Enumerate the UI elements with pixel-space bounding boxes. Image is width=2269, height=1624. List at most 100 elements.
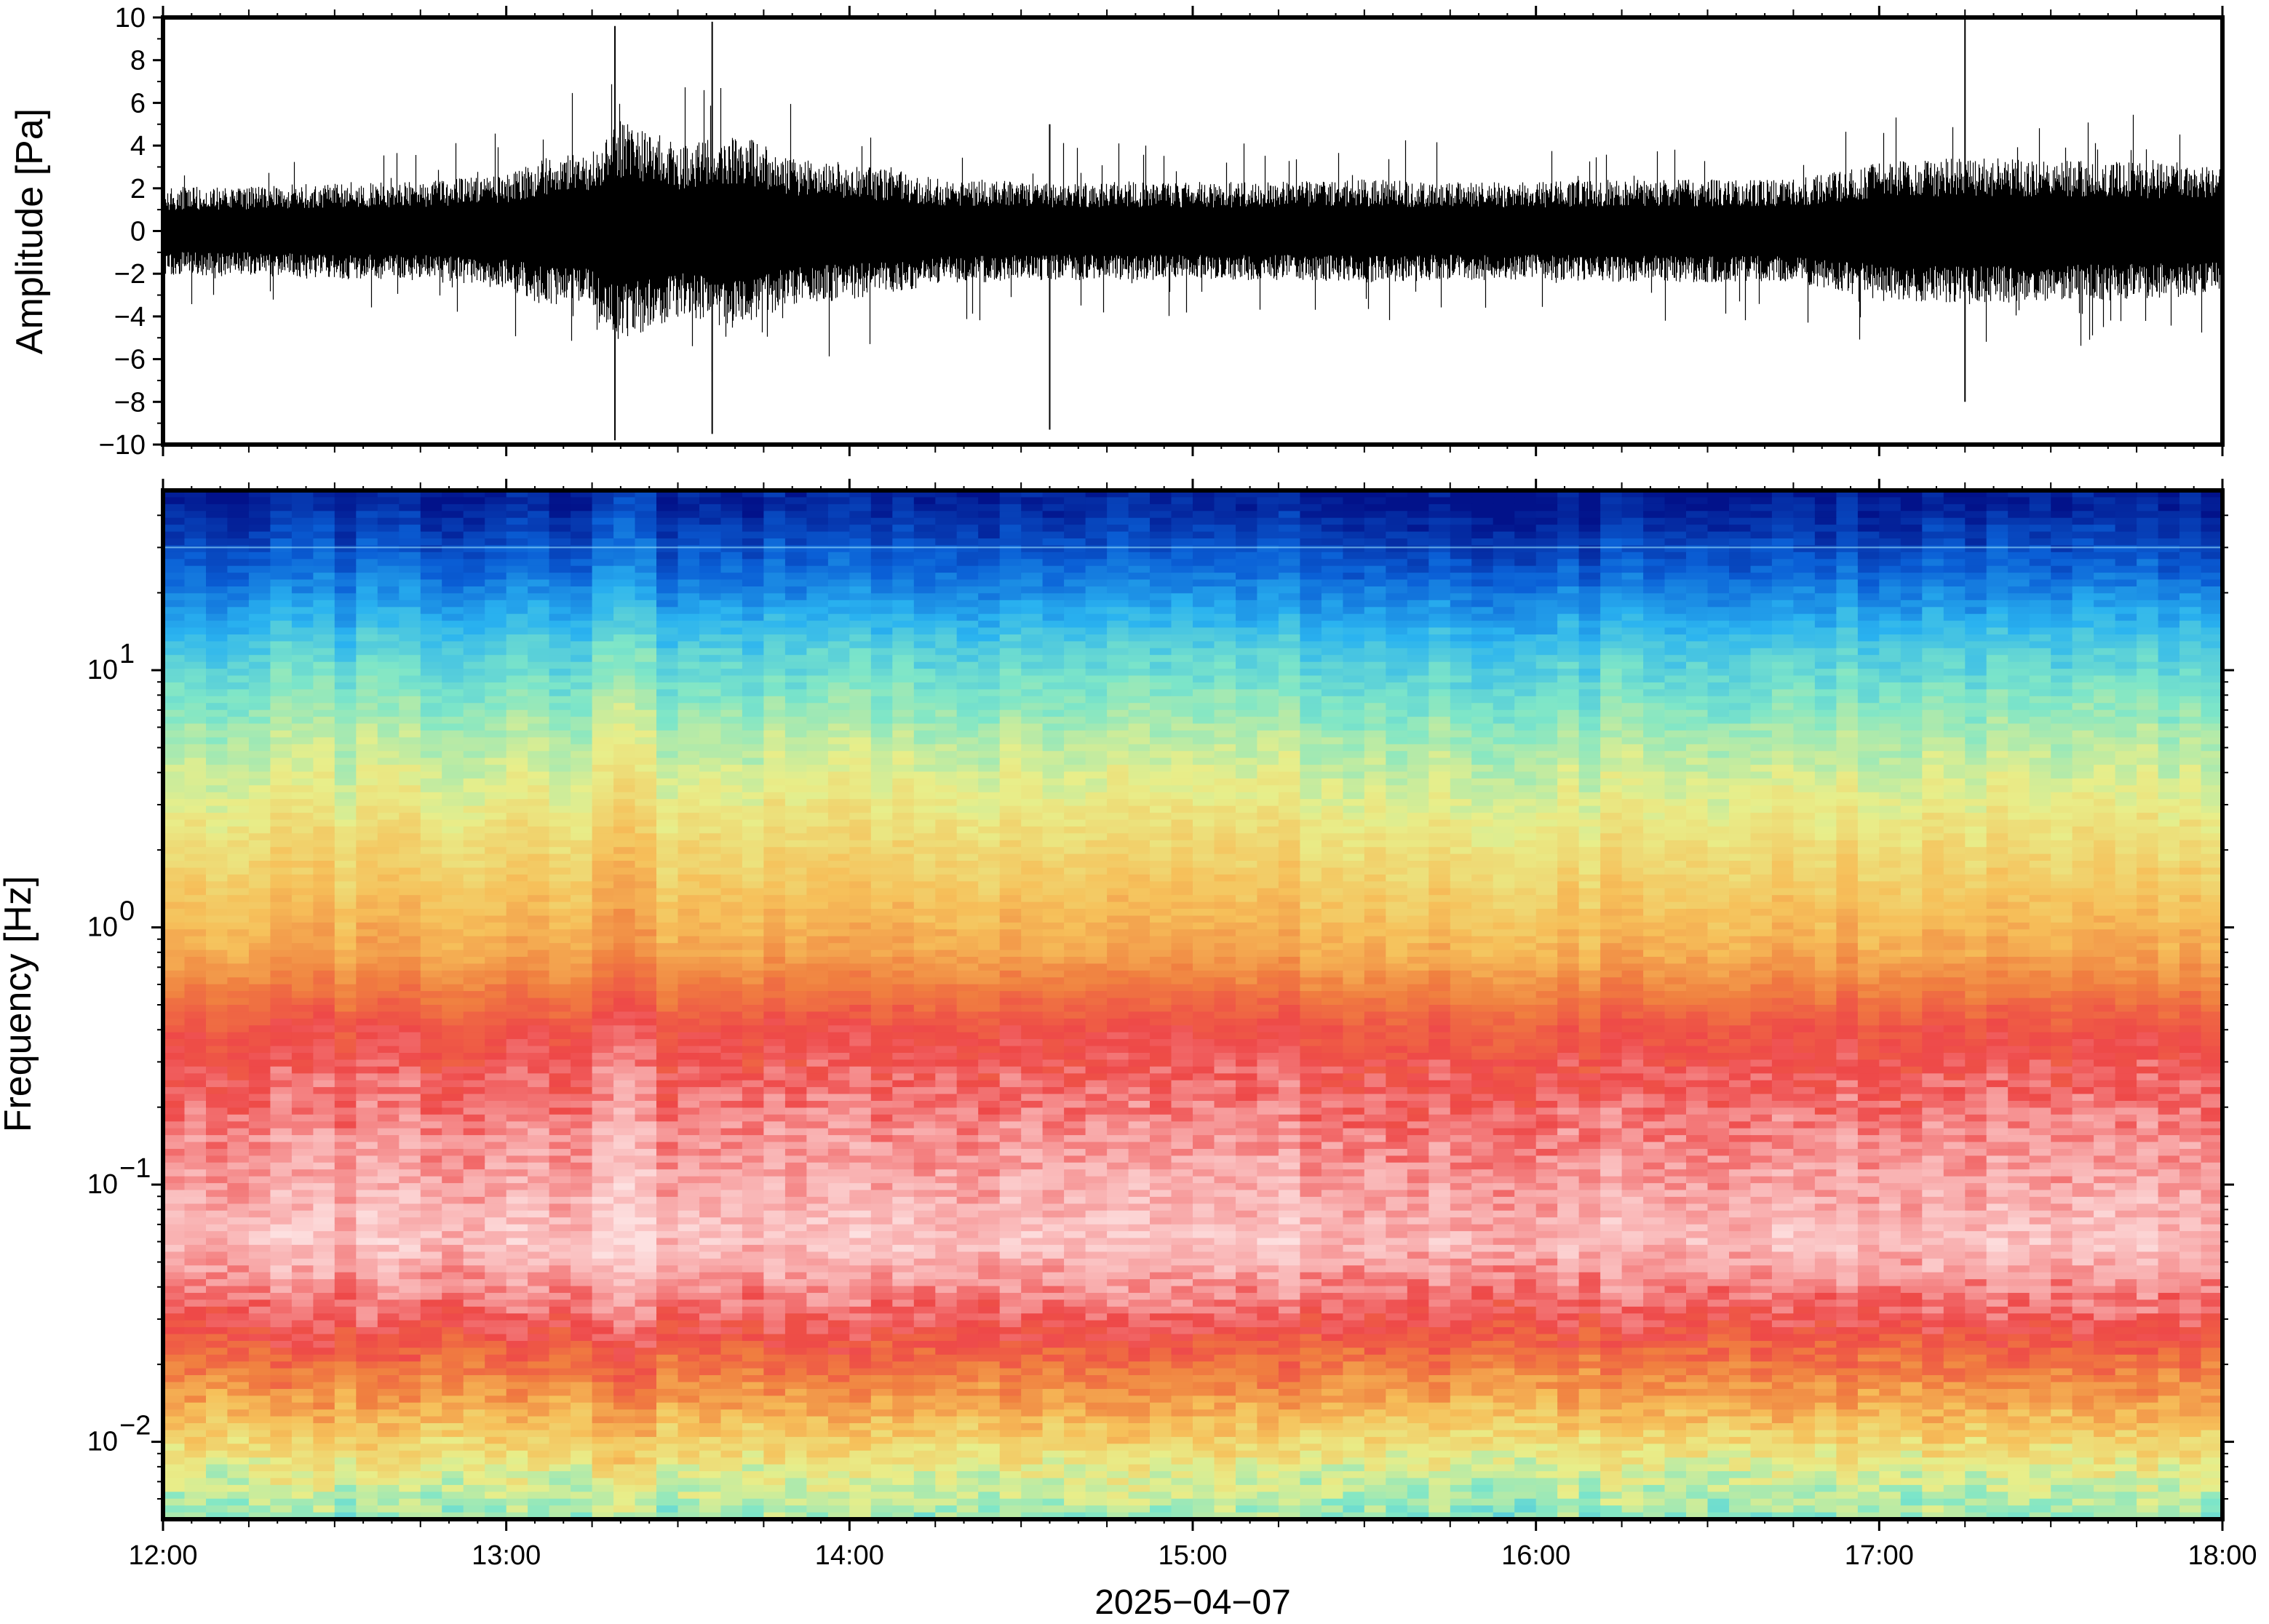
spectrogram-cell [827,765,851,773]
spectrogram-cell [2158,826,2180,835]
spectrogram-cell [1793,648,1816,656]
spectrogram-cell [1300,826,1322,835]
spectrogram-cell [806,792,829,800]
spectrogram-cell [1750,641,1773,649]
spectrogram-cell [870,819,894,827]
spectrogram-cell [763,771,786,779]
spectrogram-cell [913,531,937,539]
spectrogram-cell [399,613,421,621]
spectrogram-cell [1321,621,1344,629]
spectrogram-cell [1793,655,1816,663]
spectrogram-cell [592,703,614,711]
spectrogram-cell [1514,813,1537,821]
spectrogram-cell [463,503,485,512]
spectrogram-cell [1257,813,1279,821]
spectrogram-cell [2094,805,2116,813]
spectrogram-cell [248,757,271,765]
spectrogram-cell [2179,765,2202,773]
spectrogram-cell [1278,696,1301,704]
spectrogram-cell [2115,709,2137,717]
spectrogram-cell [1793,613,1816,621]
spectrogram-cell [506,607,528,615]
spectrogram-cell [1514,559,1537,567]
spectrogram-cell [763,813,786,821]
spectrogram-cell [999,627,1022,635]
spectrogram-cell [1535,586,1558,594]
spectrogram-cell [870,696,894,704]
spectrogram-cell [399,586,421,594]
spectrogram-cell [227,661,250,669]
spectrogram-cell [1450,669,1473,677]
spectrogram-cell [1965,689,1987,697]
spectrogram-cell [849,805,872,813]
spectrogram-cell [1943,655,1966,663]
spectrogram-cell [1943,525,1966,533]
spectrogram-cell [1814,531,1837,539]
spectrogram-cell [2179,717,2202,725]
spectrogram-cell [1386,607,1408,615]
spectrogram-cell [571,586,593,594]
spectrogram-cell [613,771,636,779]
spectrogram-cell [1857,709,1880,717]
spectrogram-cell [1150,778,1172,787]
spectrogram-cell [699,655,722,663]
spectrogram-cell [356,559,378,567]
spectrogram-cell [291,490,314,498]
spectrogram-cell [742,565,765,573]
spectrogram-cell [978,689,1001,697]
spectrogram-cell [2029,613,2051,621]
spectrogram-cell [699,757,722,765]
spectrogram-cell [720,689,743,697]
spectrogram-cell [1578,730,1601,739]
spectrogram-cell [613,517,636,525]
spectrogram-cell [763,792,786,800]
spectrogram-cell [1986,607,2008,615]
spectrogram-cell [999,805,1022,813]
spectrogram-cell [356,703,378,711]
spectrogram-cell [420,757,443,765]
spectrogram-cell [935,511,958,519]
spectrogram-cell [1428,634,1451,642]
spectrogram-cell [2094,600,2116,608]
spectrogram-cell [699,545,722,553]
spectrogram-cell [2072,613,2094,621]
spectrogram-cell [1814,682,1837,690]
spectrogram-cell [827,490,851,498]
spectrogram-cell [1578,819,1601,827]
spectrogram-cell [806,765,829,773]
spectrogram-cell [1771,709,1795,717]
spectrogram-cell [549,538,571,546]
spectrogram-cell [463,525,485,533]
spectrogram-cell [1343,675,1365,683]
spectrogram-cell [1450,778,1473,787]
spectrogram-cell [549,600,571,608]
spectrogram-cell [1450,600,1473,608]
spectrogram-cell [1900,703,1923,711]
spectrogram-cell [1493,648,1515,656]
spectrogram-cell [313,751,335,759]
spectrogram-cell [1707,552,1730,560]
spectrogram-cell [528,627,550,635]
spectrogram-cell [1686,751,1709,759]
spectrogram-cell [163,751,186,759]
spectrogram-cell [1943,600,1966,608]
waveform-y-tick-label: −6 [114,345,146,375]
spectrogram-cell [1236,593,1258,601]
spectrogram-cell [206,641,229,649]
spectrogram-cell [2051,545,2073,553]
spectrogram-cell [1578,525,1601,533]
spectrogram-cell [2072,765,2094,773]
spectrogram-cell [677,634,700,642]
spectrogram-cell [1600,525,1623,533]
spectrogram-cell [1707,490,1730,498]
spectrogram-cell [270,689,293,697]
spectrogram-cell [206,593,229,601]
spectrogram-cell [1664,696,1687,704]
spectrogram-cell [399,490,421,498]
spectrogram-cell [206,826,229,835]
spectrogram-cell [1428,531,1451,539]
spectrogram-cell [1686,613,1709,621]
spectrogram-cell [1064,826,1086,835]
spectrogram-cell [1729,765,1752,773]
spectrogram-cell [1364,826,1387,835]
